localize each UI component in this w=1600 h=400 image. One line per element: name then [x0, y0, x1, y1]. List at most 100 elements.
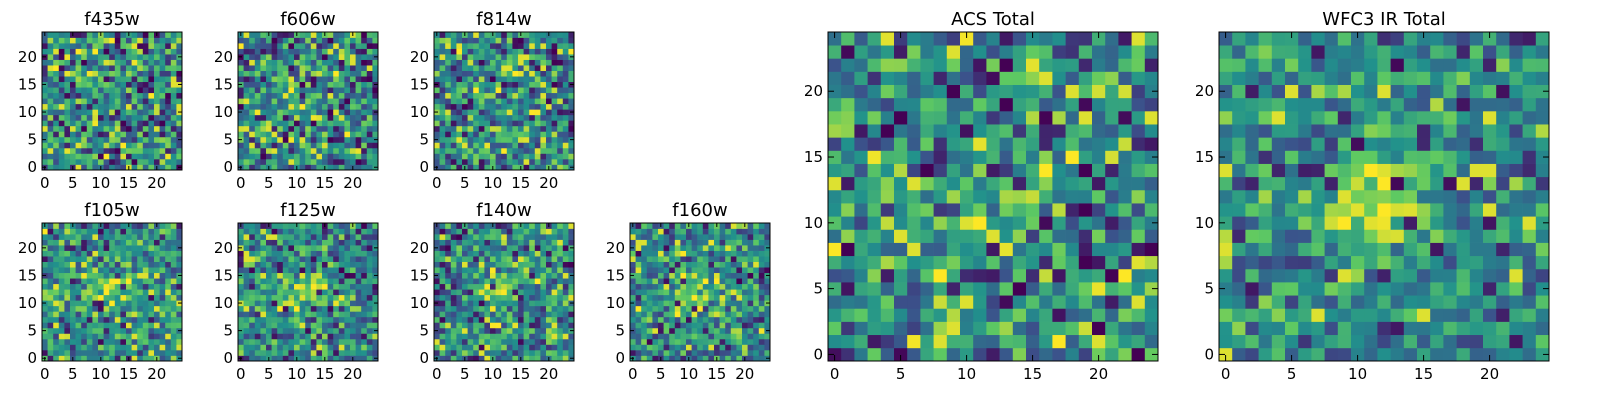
heatmap-cell — [973, 255, 987, 270]
heatmap-cell — [254, 142, 261, 149]
heatmap-cell — [501, 327, 508, 334]
heatmap-cell — [294, 59, 300, 66]
heatmap-cell — [338, 256, 345, 262]
heatmap-cell — [867, 347, 882, 362]
heatmap-cell — [277, 267, 284, 274]
y-tick-label: 0 — [223, 349, 233, 367]
heatmap-cell — [920, 163, 934, 178]
heatmap-cell — [478, 142, 485, 149]
heatmap-cell — [467, 70, 474, 77]
heatmap-cell — [456, 92, 463, 99]
heatmap-cell — [322, 305, 328, 312]
heatmap-cell — [946, 189, 961, 204]
heatmap-cell — [894, 255, 908, 270]
heatmap-cell — [478, 92, 485, 99]
heatmap-cell — [288, 316, 295, 323]
heatmap-cell — [47, 164, 54, 171]
heatmap-cell — [473, 54, 480, 60]
heatmap-cell — [322, 103, 328, 110]
heatmap-cell — [350, 305, 356, 312]
heatmap-cell — [697, 338, 704, 345]
heatmap-cell — [53, 327, 60, 334]
heatmap-cell — [148, 114, 155, 121]
heatmap-cell — [669, 239, 676, 246]
heatmap-cell — [355, 305, 362, 312]
heatmap-cell — [680, 294, 687, 301]
heatmap-cell — [109, 327, 116, 334]
heatmap-cell — [529, 355, 536, 362]
heatmap-cell — [641, 338, 648, 345]
heatmap-cell — [131, 158, 138, 165]
heatmap-cell — [327, 153, 334, 160]
heatmap-cell — [294, 142, 300, 149]
heatmap-cell — [361, 76, 368, 83]
heatmap-cell — [254, 239, 261, 246]
heatmap-cell — [439, 59, 446, 66]
heatmap-cell — [445, 300, 452, 307]
heatmap-cell — [81, 300, 88, 307]
x-tick-label: 10 — [91, 174, 110, 192]
heatmap-cell — [176, 344, 183, 351]
heatmap-cell — [327, 322, 334, 329]
heatmap-cell — [86, 267, 93, 274]
heatmap-cell — [260, 256, 267, 262]
heatmap-cell — [299, 234, 306, 240]
heatmap-cell — [736, 300, 743, 307]
heatmap-cell — [501, 267, 508, 274]
heatmap-cell — [691, 267, 698, 274]
heatmap-cell — [282, 114, 289, 121]
heatmap-cell — [333, 333, 340, 340]
heatmap-cell — [131, 267, 138, 274]
heatmap-cell — [490, 294, 496, 301]
heatmap-cell — [714, 261, 720, 268]
heatmap-cell — [546, 147, 552, 154]
heatmap-cell — [176, 32, 183, 38]
heatmap-cell — [973, 347, 987, 362]
heatmap-cell — [742, 311, 748, 318]
heatmap-cell — [512, 239, 519, 246]
heatmap-cell — [708, 256, 715, 262]
heatmap-cell — [366, 272, 373, 279]
heatmap-cell — [506, 322, 513, 329]
heatmap-cell — [568, 131, 575, 138]
heatmap-cell — [260, 54, 267, 60]
heatmap-cell — [271, 59, 278, 66]
heatmap-cell — [828, 321, 842, 336]
heatmap-cell — [282, 32, 289, 38]
heatmap-cell — [47, 87, 54, 94]
heatmap-cell — [75, 32, 82, 38]
heatmap-cell — [53, 81, 60, 88]
heatmap-cell — [456, 223, 463, 229]
heatmap-cell — [338, 153, 345, 160]
heatmap-cell — [691, 223, 698, 229]
heatmap-cell — [277, 250, 284, 257]
heatmap-cell — [109, 98, 116, 105]
heatmap-cell — [841, 347, 855, 362]
heatmap-cell — [249, 355, 256, 362]
heatmap-cell — [518, 147, 524, 154]
heatmap-cell — [518, 283, 524, 290]
heatmap-cell — [529, 228, 536, 235]
heatmap-cell — [316, 43, 323, 49]
heatmap-cell — [176, 153, 183, 160]
heatmap-cell — [529, 283, 536, 290]
heatmap-cell — [355, 120, 362, 127]
heatmap-cell — [53, 311, 60, 318]
heatmap-cell — [254, 333, 261, 340]
heatmap-cell — [176, 65, 183, 71]
heatmap-cell — [736, 322, 743, 329]
heatmap-cell — [53, 256, 60, 262]
heatmap-cell — [646, 322, 653, 329]
heatmap-cell — [1052, 334, 1066, 349]
heatmap-cell — [322, 267, 328, 274]
heatmap-cell — [327, 261, 334, 268]
heatmap-cell — [249, 338, 256, 345]
heatmap-cell — [557, 65, 564, 71]
heatmap-cell — [154, 256, 160, 262]
heatmap-cell — [126, 338, 132, 345]
heatmap-cell — [42, 70, 48, 77]
heatmap-cell — [271, 283, 278, 290]
heatmap-cell — [154, 131, 160, 138]
heatmap-cell — [506, 158, 513, 165]
heatmap-cell — [42, 239, 48, 246]
